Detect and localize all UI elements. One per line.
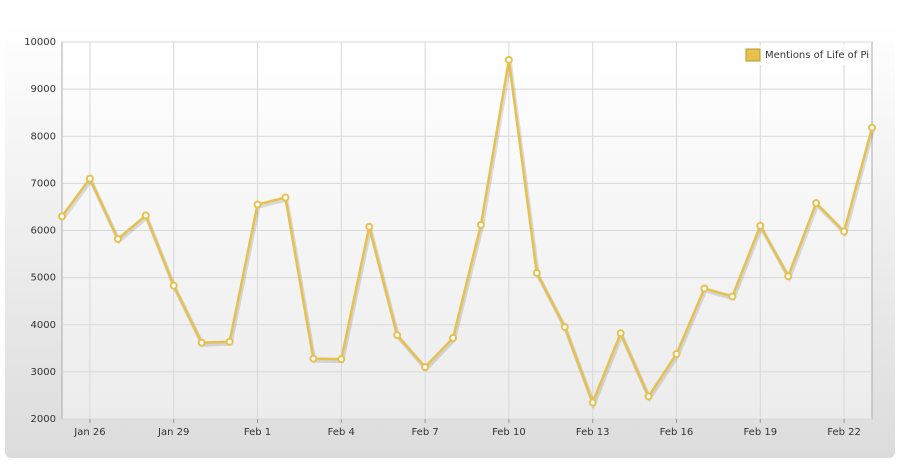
point — [309, 354, 318, 363]
x-tick-label: Feb 13 — [576, 427, 610, 438]
point — [141, 211, 150, 220]
y-tick-label: 2000 — [31, 414, 56, 425]
point — [169, 281, 178, 290]
y-tick-label: 9000 — [31, 84, 56, 95]
y-tick-label: 10000 — [24, 37, 56, 48]
point — [281, 193, 290, 202]
x-tick-label: Jan 29 — [157, 427, 189, 438]
y-tick-label: 7000 — [31, 178, 56, 189]
legend-label: Mentions of Life of Pi — [765, 50, 869, 61]
line — [60, 58, 874, 404]
y-tick-label: 8000 — [31, 131, 56, 142]
x-tick-label: Feb 19 — [743, 427, 777, 438]
point — [197, 338, 206, 347]
point — [728, 292, 737, 301]
point — [504, 55, 513, 64]
y-tick-label: 3000 — [31, 367, 56, 378]
point — [113, 234, 122, 243]
point — [225, 337, 234, 346]
point — [365, 222, 374, 231]
point — [588, 398, 597, 407]
point — [476, 220, 485, 229]
point — [421, 363, 430, 372]
point — [560, 323, 569, 332]
point — [868, 123, 876, 132]
x-tick-label: Feb 16 — [660, 427, 694, 438]
y-tick-label: 5000 — [31, 273, 56, 284]
point — [337, 355, 346, 364]
point — [85, 174, 94, 183]
y-tick-label: 6000 — [31, 226, 56, 237]
point — [840, 227, 849, 236]
x-tick-label: Jan 26 — [73, 427, 105, 438]
point — [253, 200, 262, 209]
x-tick-label: Feb 7 — [411, 427, 438, 438]
point — [784, 272, 793, 281]
x-tick-label: Feb 4 — [328, 427, 355, 438]
point — [644, 392, 653, 401]
legend-box — [740, 45, 868, 65]
x-tick-label: Feb 10 — [492, 427, 526, 438]
point — [532, 268, 541, 277]
point — [672, 349, 681, 358]
point — [700, 284, 709, 293]
point — [449, 333, 458, 342]
point — [756, 221, 765, 230]
x-tick-label: Feb 1 — [244, 427, 271, 438]
point — [812, 199, 821, 208]
y-tick-label: 4000 — [31, 320, 56, 331]
x-tick-label: Feb 22 — [827, 427, 861, 438]
point — [58, 212, 66, 221]
legend-swatch — [745, 48, 761, 62]
point — [616, 329, 625, 338]
point — [393, 331, 402, 340]
